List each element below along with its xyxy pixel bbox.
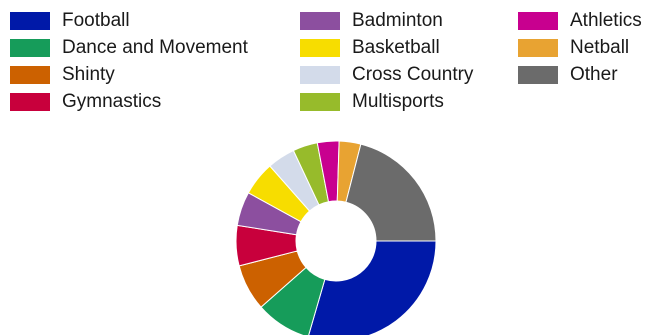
donut-slice-football xyxy=(308,240,437,335)
legend-item-cross-country: Cross Country xyxy=(300,62,473,88)
legend-swatch xyxy=(300,66,340,84)
legend-swatch xyxy=(10,39,50,57)
legend-label: Netball xyxy=(570,37,630,58)
legend-swatch xyxy=(10,66,50,84)
legend-swatch xyxy=(300,39,340,57)
legend-item-athletics: Athletics xyxy=(518,8,642,34)
legend-swatch xyxy=(10,12,50,30)
legend-swatch xyxy=(518,66,558,84)
legend-label: Athletics xyxy=(570,10,642,31)
legend-item-football: Football xyxy=(10,8,130,34)
legend-label: Gymnastics xyxy=(62,91,162,112)
legend-item-gymnastics: Gymnastics xyxy=(10,89,161,115)
legend-label: Other xyxy=(570,64,618,85)
legend-label: Shinty xyxy=(62,64,115,85)
legend-swatch xyxy=(10,93,50,111)
donut-slices xyxy=(235,140,437,335)
legend-label: Badminton xyxy=(352,10,443,31)
legend-item-badminton: Badminton xyxy=(300,8,443,34)
legend-item-basketball: Basketball xyxy=(300,35,440,61)
legend-swatch xyxy=(518,12,558,30)
legend-label: Dance and Movement xyxy=(62,37,248,58)
legend-label: Multisports xyxy=(352,91,444,112)
legend-label: Football xyxy=(62,10,130,31)
donut-slice-other xyxy=(345,143,437,242)
legend-swatch xyxy=(518,39,558,57)
legend-swatch xyxy=(300,93,340,111)
legend-item-shinty: Shinty xyxy=(10,62,115,88)
legend-item-multisports: Multisports xyxy=(300,89,444,115)
legend-swatch xyxy=(300,12,340,30)
chart-legend: Football Dance and Movement Shinty Gymna… xyxy=(0,0,652,120)
legend-label: Basketball xyxy=(352,37,440,58)
legend-item-other: Other xyxy=(518,62,618,88)
legend-item-dance-and-movement: Dance and Movement xyxy=(10,35,248,61)
legend-item-netball: Netball xyxy=(518,35,629,61)
legend-label: Cross Country xyxy=(352,64,474,85)
